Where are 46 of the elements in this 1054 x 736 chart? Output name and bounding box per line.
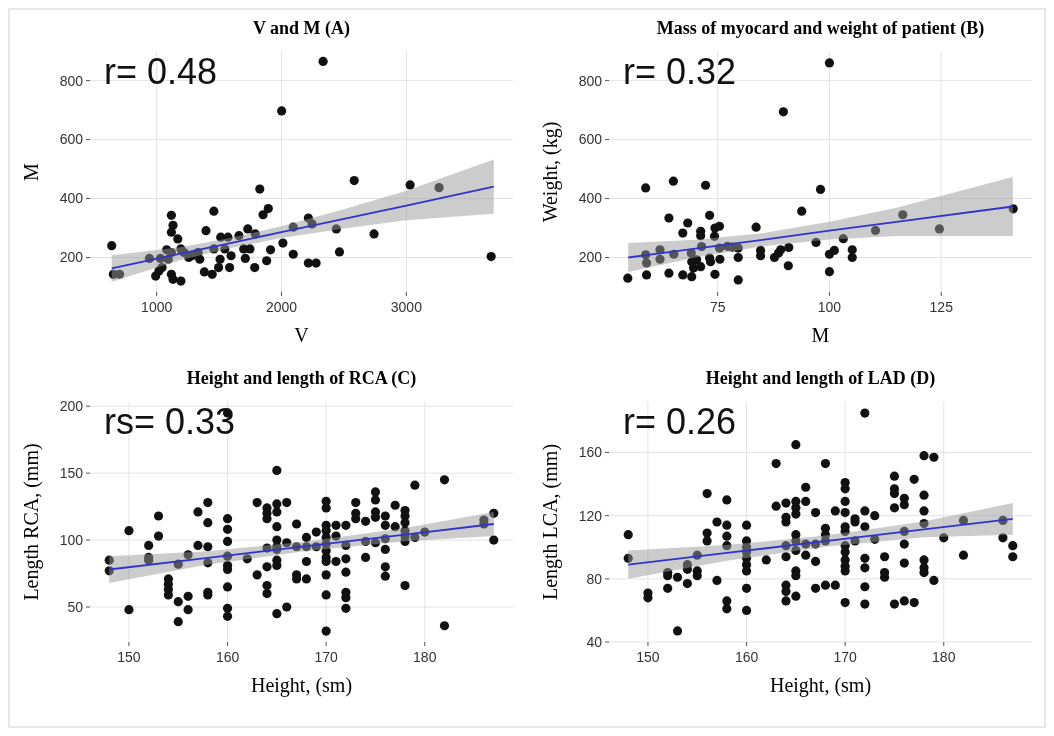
- chart-title: Mass of myocard and weight of patient (B): [656, 18, 985, 39]
- x-axis-title: Height, (sm): [769, 674, 872, 697]
- y-tick-label: 600: [59, 131, 84, 148]
- chart-title: Height and length of RCA (C): [186, 368, 417, 389]
- y-axis-title: Weight, (kg): [539, 121, 562, 223]
- y-tick-label: 40: [586, 633, 603, 650]
- x-tick-label: 100: [817, 299, 842, 315]
- x-axis-title: V: [294, 324, 310, 346]
- annotation: r= 0.32: [623, 51, 737, 92]
- y-tick-label: 100: [59, 531, 84, 548]
- y-tick-label: 800: [59, 72, 84, 89]
- y-axis-title: M: [20, 162, 42, 181]
- annotation: rs= 0.33: [104, 401, 236, 442]
- y-tick-label: 200: [59, 249, 84, 266]
- x-tick-label: 2000: [265, 299, 298, 315]
- x-tick-label: 170: [833, 649, 858, 665]
- x-tick-label: 180: [413, 649, 437, 665]
- y-tick-label: 800: [578, 72, 603, 89]
- y-tick-label: 80: [586, 570, 603, 587]
- y-axis-title: Length RCA, (mm): [20, 443, 43, 601]
- x-tick-label: 125: [929, 299, 954, 315]
- y-tick-label: 160: [578, 444, 603, 461]
- x-tick-label: 160: [734, 649, 759, 665]
- x-axis-title: M: [811, 324, 830, 346]
- y-tick-label: 600: [578, 131, 603, 148]
- y-tick-label: 400: [59, 190, 84, 207]
- chart-title: V and M (A): [252, 18, 351, 39]
- x-tick-label: 1000: [141, 299, 173, 315]
- annotation: r= 0.26: [623, 401, 737, 442]
- x-tick-label: 150: [636, 649, 660, 665]
- x-tick-label: 3000: [390, 299, 423, 315]
- y-tick-label: 200: [59, 398, 84, 415]
- chart-title: Height and length of LAD (D): [705, 368, 936, 389]
- y-tick-label: 120: [578, 507, 603, 524]
- y-tick-label: 50: [67, 598, 84, 615]
- x-tick-label: 75: [709, 299, 726, 315]
- y-tick-label: 150: [59, 465, 84, 482]
- x-axis-title: Height, (sm): [250, 674, 353, 697]
- y-tick-label: 400: [578, 190, 603, 207]
- annotation: r= 0.48: [104, 51, 218, 92]
- x-tick-label: 150: [117, 649, 141, 665]
- x-tick-label: 180: [932, 649, 956, 665]
- y-tick-label: 200: [578, 249, 603, 266]
- x-tick-label: 160: [215, 649, 240, 665]
- x-tick-label: 170: [314, 649, 339, 665]
- y-axis-title: Length LCA, (mm): [539, 443, 562, 601]
